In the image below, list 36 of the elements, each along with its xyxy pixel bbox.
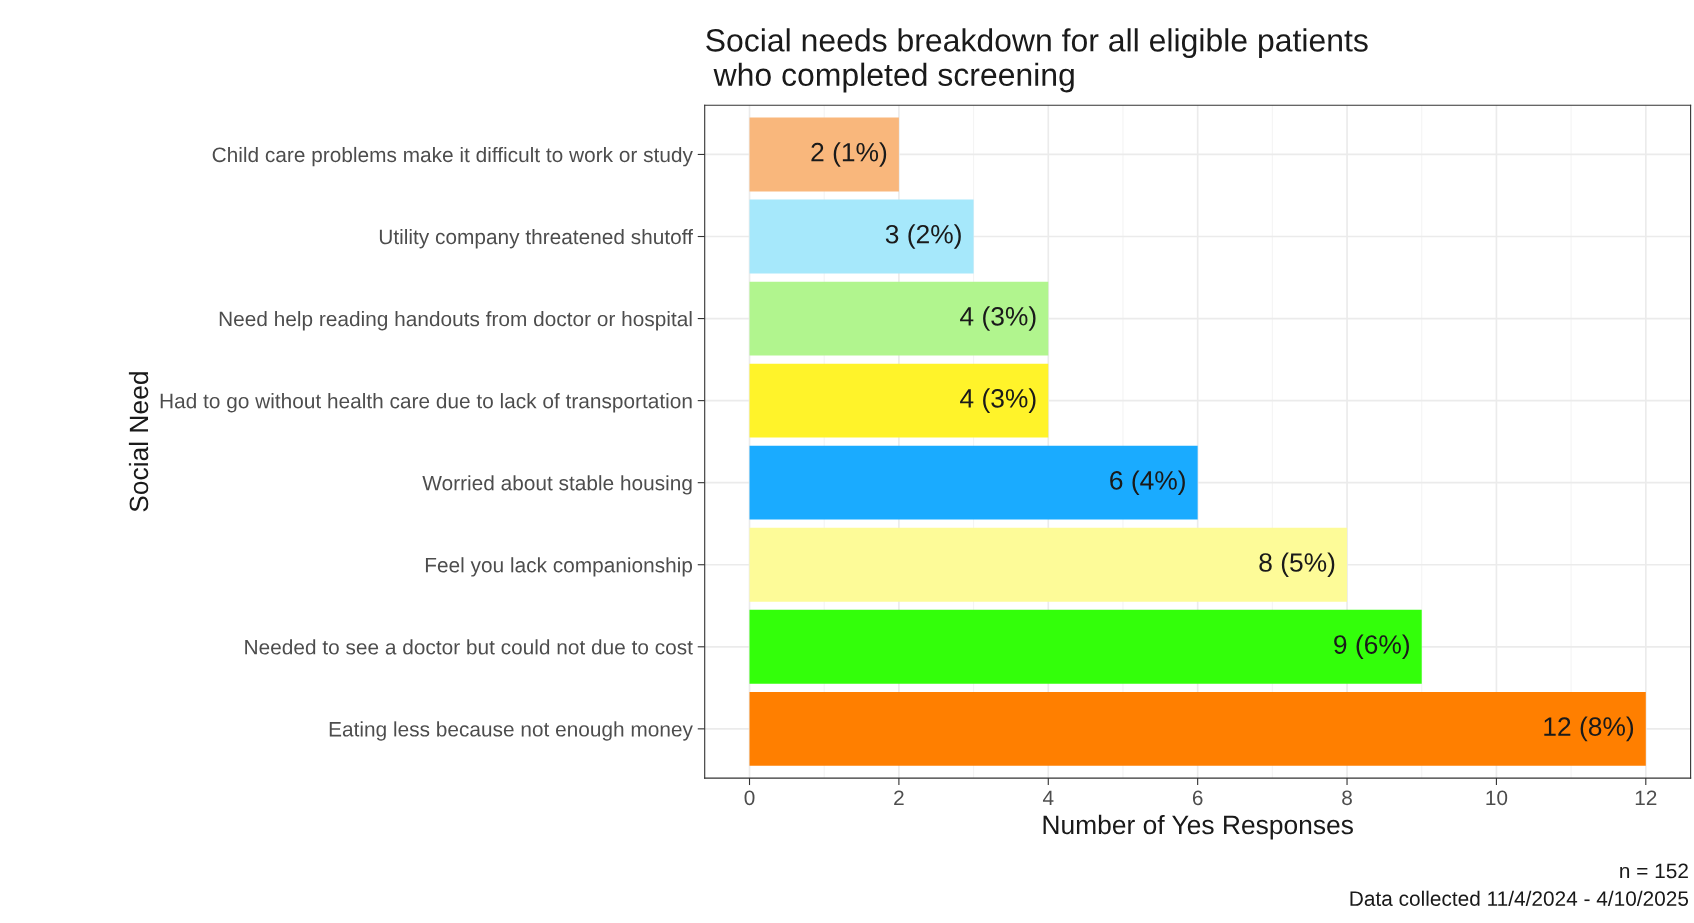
bar	[749, 609, 1422, 684]
data-label: 2 (1%)	[811, 142, 887, 167]
bar	[749, 527, 1348, 602]
x-tick-label: 8	[1342, 790, 1352, 806]
data-label: 4 (3%)	[960, 388, 1036, 413]
x-tick-label: 0	[744, 790, 755, 806]
y-axis-title: Social Need	[128, 372, 149, 512]
data-label: 6 (4%)	[1110, 470, 1185, 495]
x-tick-label: 2	[894, 790, 904, 805]
y-tick-label: Eating less because not enough money	[329, 721, 693, 741]
y-tick-label: Feel you lack companionship	[425, 557, 693, 577]
chart-title: Social needs breakdown for all eligible patients who completed screening	[706, 28, 1368, 93]
data-label: 9 (6%)	[1334, 634, 1409, 660]
text: n = 152	[1620, 863, 1688, 879]
data-label: 8 (5%)	[1259, 552, 1335, 578]
x-axis-title: Number of Yes Responses	[1043, 814, 1353, 840]
data-label: 3 (2%)	[885, 224, 961, 249]
y-tick-label: Needed to see a doctor but could not due to cost	[245, 639, 693, 655]
data-label: 12 (8%)	[1544, 716, 1634, 742]
x-tick-label: 10	[1486, 790, 1508, 806]
bar	[749, 117, 899, 192]
text: Data collected 11/4/2024 - 4/10/2025	[1350, 890, 1689, 906]
bar	[749, 691, 1646, 766]
y-tick-label: Had to go without health care due to lack of transportation	[160, 393, 692, 413]
x-tick-label: 4	[1042, 790, 1054, 805]
bar	[749, 445, 1198, 520]
bar	[749, 199, 974, 274]
y-tick-label: Utility company threatened shutoff	[379, 228, 693, 249]
x-tick-label: 6	[1192, 790, 1203, 806]
x-tick-label: 12	[1635, 790, 1657, 805]
bar	[749, 281, 1049, 356]
y-tick-label: Need help reading handouts from doctor or hospital	[219, 311, 692, 331]
data-label: 4 (3%)	[960, 306, 1036, 331]
bar	[749, 363, 1049, 438]
y-tick-label: Child care problems make it difficult to work or study	[212, 146, 693, 167]
y-tick-label: Worried about stable housing	[422, 475, 692, 495]
